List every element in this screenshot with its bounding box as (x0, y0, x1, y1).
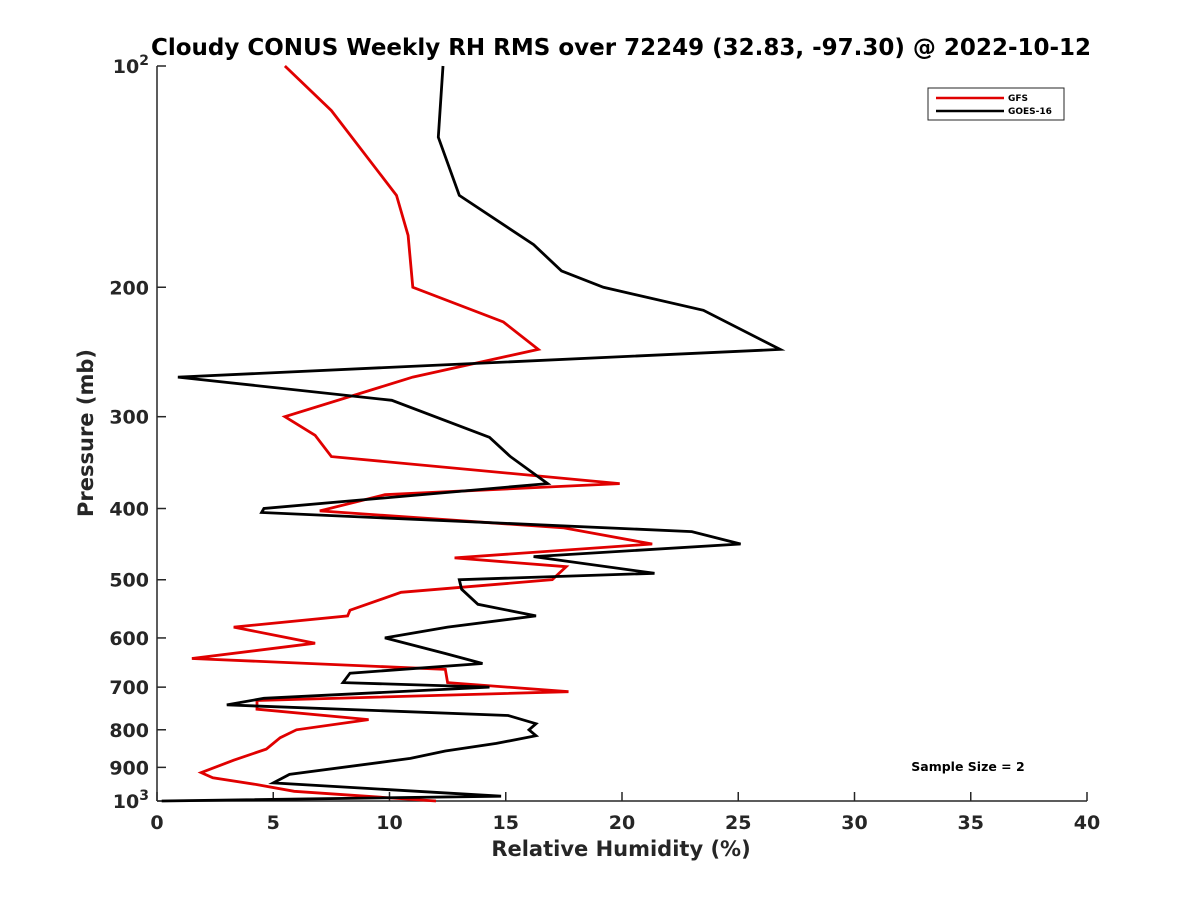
x-axis-title: Relative Humidity (%) (491, 837, 750, 861)
y-tick-label: 200 (109, 277, 149, 299)
y-tick-label: 900 (109, 757, 149, 779)
y-tick-label: 400 (109, 499, 149, 521)
sample-size-annotation: Sample Size = 2 (911, 759, 1024, 774)
y-tick-label: 103 (113, 788, 149, 813)
y-tick-label: 800 (109, 720, 149, 742)
x-tick-label: 5 (267, 812, 280, 834)
y-tick-label: 300 (109, 407, 149, 429)
y-tick-label: 500 (109, 570, 149, 592)
legend: GFS GOES-16 (927, 87, 1065, 121)
series-layer (161, 64, 786, 803)
y-tick-label: 700 (109, 677, 149, 699)
y-ticks: 102 200 300 400 500 600 700 800 900 103 (109, 53, 166, 813)
y-tick-label: 600 (109, 628, 149, 650)
x-tick-label: 20 (609, 812, 635, 834)
legend-label-gfs: GFS (1008, 94, 1028, 104)
plot-axes (156, 66, 1087, 802)
x-tick-label: 15 (493, 812, 519, 834)
legend-box (927, 87, 1065, 121)
y-tick-label: 102 (113, 53, 149, 78)
x-ticks: 0 5 10 15 20 25 30 35 40 (150, 792, 1100, 834)
x-tick-label: 10 (376, 812, 402, 834)
chart-title: Cloudy CONUS Weekly RH RMS over 72249 (3… (151, 35, 1091, 61)
legend-label-goes16: GOES-16 (1008, 107, 1052, 117)
series-line-goes16 (161, 65, 786, 803)
x-tick-label: 30 (841, 812, 867, 834)
x-tick-label: 0 (150, 812, 163, 834)
x-tick-label: 40 (1074, 812, 1100, 834)
y-axis-title: Pressure (mb) (74, 349, 98, 517)
x-tick-label: 35 (958, 812, 984, 834)
x-tick-label: 25 (725, 812, 751, 834)
